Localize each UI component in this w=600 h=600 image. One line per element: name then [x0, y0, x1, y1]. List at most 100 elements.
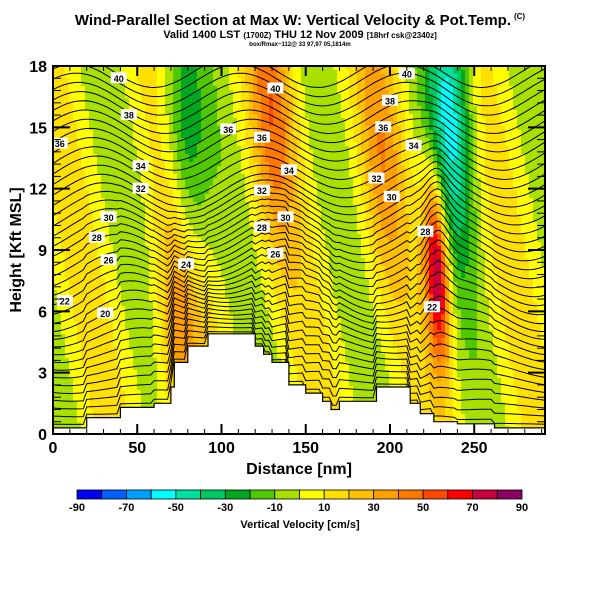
velocity-cell	[233, 174, 238, 179]
velocity-cell	[89, 170, 94, 175]
velocity-cell	[377, 218, 382, 223]
velocity-cell	[321, 74, 326, 79]
velocity-cell	[177, 150, 182, 155]
velocity-cell	[81, 118, 86, 123]
velocity-cell	[349, 110, 354, 115]
velocity-cell	[421, 70, 426, 75]
velocity-cell	[241, 222, 246, 227]
velocity-cell	[97, 106, 102, 111]
velocity-cell	[205, 190, 210, 195]
velocity-cell	[341, 146, 346, 151]
velocity-cell	[213, 122, 218, 127]
velocity-cell	[289, 186, 294, 191]
velocity-cell	[57, 102, 62, 107]
velocity-cell	[273, 138, 278, 143]
velocity-cell	[221, 142, 226, 147]
velocity-cell	[105, 94, 110, 99]
velocity-cell	[181, 174, 186, 179]
velocity-cell	[513, 138, 518, 143]
velocity-cell	[429, 94, 434, 99]
velocity-cell	[69, 106, 74, 111]
velocity-cell	[149, 82, 154, 87]
velocity-cell	[433, 118, 438, 123]
velocity-cell	[149, 78, 154, 83]
velocity-cell	[349, 206, 354, 211]
velocity-cell	[437, 162, 442, 167]
velocity-cell	[393, 202, 398, 207]
velocity-cell	[213, 218, 218, 223]
velocity-cell	[205, 226, 210, 231]
velocity-cell	[257, 82, 262, 87]
velocity-cell	[225, 118, 230, 123]
velocity-cell	[217, 166, 222, 171]
velocity-cell	[433, 90, 438, 95]
velocity-cell	[489, 78, 494, 83]
velocity-cell	[69, 126, 74, 131]
velocity-cell	[285, 118, 290, 123]
velocity-cell	[497, 94, 502, 99]
velocity-cell	[269, 74, 274, 79]
velocity-cell	[65, 78, 70, 83]
velocity-cell	[193, 170, 198, 175]
velocity-cell	[169, 218, 174, 223]
velocity-cell	[425, 86, 430, 91]
velocity-cell	[121, 202, 126, 207]
velocity-cell	[169, 130, 174, 135]
velocity-cell	[217, 130, 222, 135]
velocity-cell	[281, 142, 286, 147]
velocity-cell	[445, 162, 450, 167]
velocity-cell	[389, 206, 394, 211]
velocity-cell	[333, 146, 338, 151]
velocity-cell	[189, 106, 194, 111]
velocity-cell	[333, 138, 338, 143]
velocity-cell	[489, 134, 494, 139]
velocity-cell	[289, 122, 294, 127]
velocity-cell	[173, 202, 178, 207]
velocity-cell	[429, 114, 434, 119]
velocity-cell	[125, 182, 130, 187]
velocity-cell	[393, 218, 398, 223]
velocity-cell	[93, 214, 98, 219]
velocity-cell	[113, 226, 118, 231]
velocity-cell	[409, 90, 414, 95]
velocity-cell	[257, 78, 262, 83]
velocity-cell	[217, 118, 222, 123]
velocity-cell	[397, 98, 402, 103]
velocity-cell	[421, 178, 426, 183]
velocity-cell	[429, 142, 434, 147]
velocity-cell	[529, 110, 534, 115]
velocity-cell	[333, 134, 338, 139]
velocity-cell	[201, 170, 206, 175]
velocity-cell	[325, 110, 330, 115]
velocity-cell	[213, 110, 218, 115]
velocity-cell	[393, 118, 398, 123]
velocity-cell	[445, 142, 450, 147]
velocity-cell	[73, 198, 78, 203]
velocity-cell	[301, 130, 306, 135]
velocity-cell	[465, 202, 470, 207]
velocity-cell	[441, 134, 446, 139]
velocity-cell	[421, 110, 426, 115]
velocity-cell	[133, 210, 138, 215]
velocity-cell	[193, 190, 198, 195]
velocity-cell	[129, 134, 134, 139]
velocity-cell	[301, 170, 306, 175]
velocity-cell	[345, 190, 350, 195]
velocity-cell	[249, 222, 254, 227]
velocity-cell	[517, 130, 522, 135]
velocity-cell	[289, 130, 294, 135]
velocity-cell	[85, 74, 90, 79]
velocity-cell	[65, 118, 70, 123]
velocity-cell	[325, 170, 330, 175]
velocity-cell	[245, 150, 250, 155]
velocity-cell	[365, 158, 370, 163]
velocity-cell	[493, 78, 498, 83]
velocity-cell	[113, 162, 118, 167]
velocity-cell	[177, 178, 182, 183]
velocity-cell	[249, 114, 254, 119]
velocity-cell	[405, 122, 410, 127]
velocity-cell	[541, 90, 545, 95]
velocity-cell	[445, 170, 450, 175]
velocity-cell	[517, 214, 522, 219]
velocity-cell	[117, 134, 122, 139]
